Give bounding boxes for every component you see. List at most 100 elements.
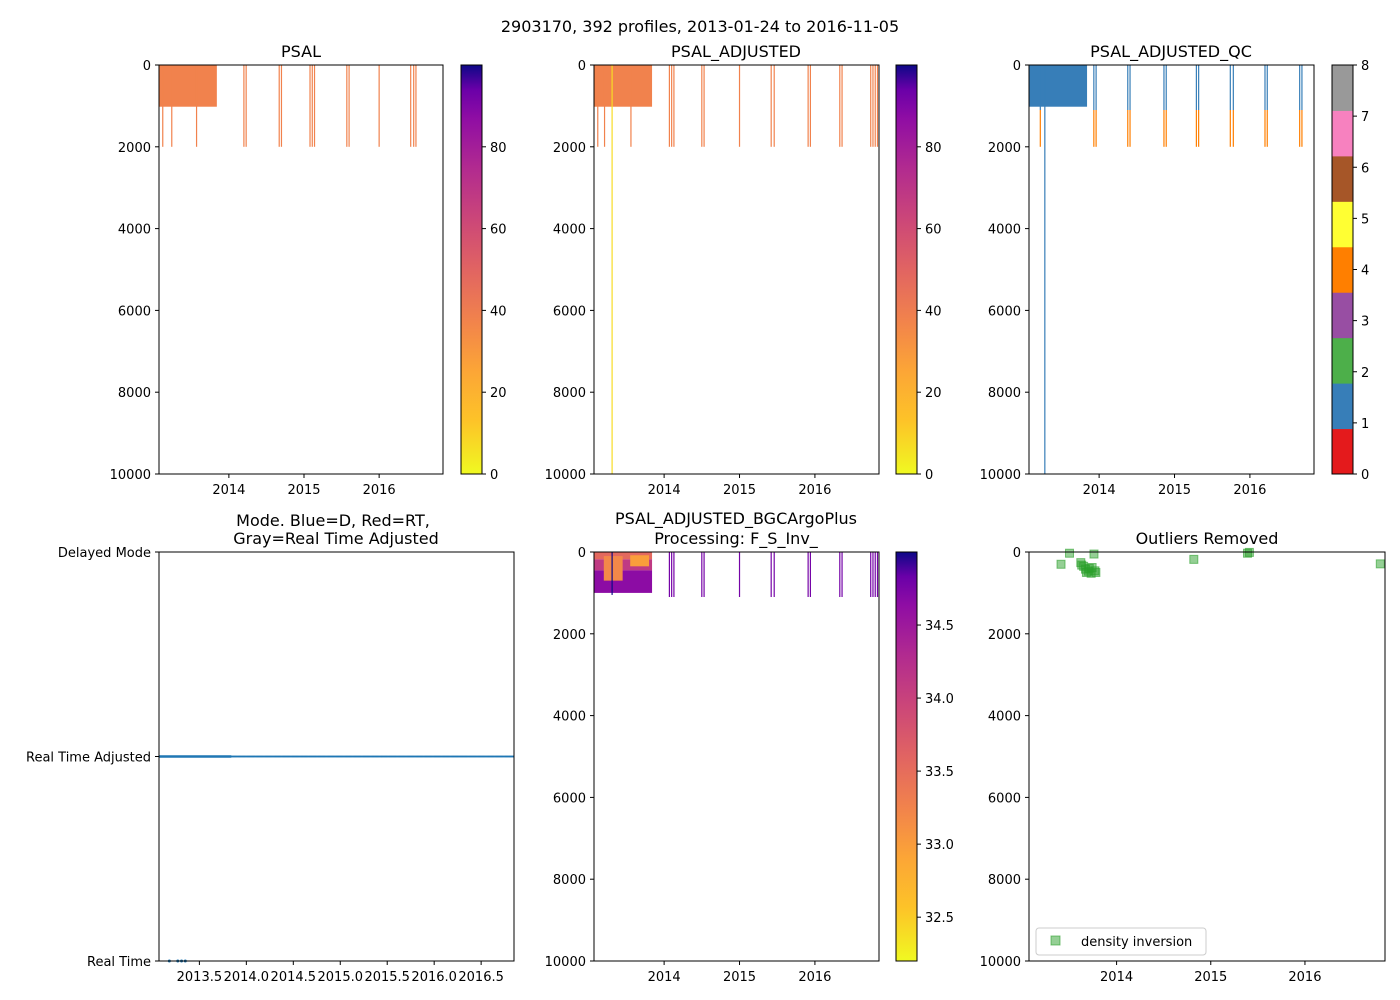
y-tick-label: 4000 xyxy=(988,710,1021,725)
colorbar-tick-label: 32.5 xyxy=(925,911,954,926)
psal-x-axis: 2014 2015 2016 xyxy=(212,474,396,498)
y-tick-label: Delayed Mode xyxy=(58,546,151,561)
data-block xyxy=(630,555,650,567)
y-tick-label: 8000 xyxy=(988,873,1021,888)
colorbar-frame xyxy=(460,64,483,475)
bgc-axes-frame xyxy=(593,551,880,962)
x-tick-label: 2015.5 xyxy=(364,970,410,985)
outlier-point xyxy=(1091,567,1101,577)
x-tick-label: 2016.0 xyxy=(411,970,457,985)
y-tick-label: 2000 xyxy=(988,141,1021,156)
colorbar-gradient xyxy=(896,552,917,961)
psal-adjusted-title: PSAL_ADJUSTED xyxy=(671,42,801,62)
colorbar-segment xyxy=(1332,428,1353,475)
outliers-title: Outliers Removed xyxy=(1136,529,1279,548)
x-tick-label: 2016 xyxy=(1288,970,1321,985)
colorbar-tick-label: 80 xyxy=(925,141,942,156)
y-tick-label: 6000 xyxy=(553,304,586,319)
y-tick-label: Real Time xyxy=(87,955,151,970)
colorbar-segment xyxy=(1332,155,1353,202)
psal-colorbar: 0 20 40 60 80 xyxy=(460,64,507,483)
bgc-y-axis: 0 2000 4000 6000 8000 10000 xyxy=(545,546,594,970)
colorbar-tick-label: 8 xyxy=(1361,59,1369,74)
x-tick-label: 2016.5 xyxy=(458,970,504,985)
x-tick-label: 2016 xyxy=(798,483,831,498)
colorbar-tick-label: 40 xyxy=(925,304,942,319)
colorbar-segment xyxy=(1332,292,1353,339)
outlier-point xyxy=(1056,559,1066,569)
colorbar-tick-label: 2 xyxy=(1361,366,1369,381)
psal-adjusted-plot-area xyxy=(594,65,879,474)
x-tick-label: 2016 xyxy=(1233,483,1266,498)
colorbar-segment xyxy=(1332,201,1353,248)
psal-adjusted-qc-y-axis: 0 2000 4000 6000 8000 10000 xyxy=(980,59,1029,483)
mode-title-line-1: Mode. Blue=D, Red=RT, xyxy=(236,511,430,530)
colorbar-tick-label: 80 xyxy=(490,141,507,156)
colorbar-segment xyxy=(1332,337,1353,384)
y-tick-label: 2000 xyxy=(553,141,586,156)
y-tick-label: 4000 xyxy=(988,223,1021,238)
x-tick-label: 2015 xyxy=(1194,970,1227,985)
x-tick-label: 2014.0 xyxy=(224,970,270,985)
colorbar-tick-label: 6 xyxy=(1361,161,1369,176)
y-tick-label: 4000 xyxy=(553,223,586,238)
psal-adjusted-y-axis: 0 2000 4000 6000 8000 10000 xyxy=(545,59,594,483)
y-tick-label: 2000 xyxy=(553,628,586,643)
colorbar-tick-label: 34.5 xyxy=(925,619,954,634)
x-tick-label: 2015 xyxy=(287,483,320,498)
data-block xyxy=(594,65,653,107)
x-tick-label: 2014.5 xyxy=(271,970,317,985)
mode-title-line-2: Gray=Real Time Adjusted xyxy=(233,529,439,548)
panel-psal: PSAL 2014 2015 2016 0 2000 4000 6000 8000 10000… xyxy=(110,42,507,498)
colorbar-tick-label: 20 xyxy=(490,386,507,401)
legend-label: density inversion xyxy=(1081,935,1192,950)
psal-y-axis: 0 2000 4000 6000 8000 10000 xyxy=(110,59,159,483)
mode-plot-area xyxy=(159,755,515,963)
y-tick-label: 10000 xyxy=(545,468,586,483)
colorbar-tick-label: 60 xyxy=(490,223,507,238)
y-tick-label: 10000 xyxy=(545,955,586,970)
colorbar-tick-label: 5 xyxy=(1361,212,1369,227)
x-tick-label: 2016 xyxy=(798,970,831,985)
colorbar-frame xyxy=(895,64,918,475)
y-tick-label: 0 xyxy=(1013,546,1021,561)
outlier-point xyxy=(1089,549,1099,559)
data-block xyxy=(1029,65,1088,107)
colorbar-gradient xyxy=(896,65,917,474)
outliers-y-axis: 0 2000 4000 6000 8000 10000 xyxy=(980,546,1029,970)
y-tick-label: 6000 xyxy=(988,791,1021,806)
x-tick-label: 2014 xyxy=(212,483,245,498)
x-tick-label: 2013.5 xyxy=(177,970,223,985)
colorbar-gradient xyxy=(461,65,482,474)
y-tick-label: 0 xyxy=(143,59,151,74)
y-tick-label: 2000 xyxy=(118,141,151,156)
data-block xyxy=(594,559,653,571)
x-tick-label: 2014 xyxy=(648,483,681,498)
psal-title: PSAL xyxy=(281,42,321,61)
bgc-title-line-2: Processing: F_S_Inv_ xyxy=(654,529,819,549)
psal-axes-frame xyxy=(158,64,444,475)
legend-marker xyxy=(1050,935,1061,946)
psal-adjusted-colorbar: 0 20 40 60 80 xyxy=(895,64,942,483)
psal-adjusted-axes-frame xyxy=(593,64,880,475)
mode-x-axis: 2013.5 2014.0 2014.5 2015.0 2015.5 2016.0 2016… xyxy=(177,961,504,985)
colorbar-tick-label: 0 xyxy=(925,468,933,483)
psal-adjusted-qc-x-axis: 2014 2015 2016 xyxy=(1083,474,1266,498)
panel-outliers: Outliers Removed 2014 2015 2016 0 2000 4000 6… xyxy=(980,529,1386,985)
data-block xyxy=(159,65,217,107)
y-tick-label: 0 xyxy=(1013,59,1021,74)
y-tick-label: 0 xyxy=(578,546,586,561)
y-tick-label: 8000 xyxy=(553,386,586,401)
y-tick-label: 10000 xyxy=(980,468,1021,483)
x-tick-label: 2016 xyxy=(363,483,396,498)
bgc-title-line-1: PSAL_ADJUSTED_BGCArgoPlus xyxy=(615,509,857,529)
data-block xyxy=(594,570,653,593)
y-tick-label: 10000 xyxy=(980,955,1021,970)
colorbar-tick-label: 33.0 xyxy=(925,838,954,853)
colorbar-segment xyxy=(1332,383,1353,430)
colorbar-segment xyxy=(1332,246,1353,293)
panel-psal-adjusted: PSAL_ADJUSTED 2014 2015 2016 0200040006000… xyxy=(545,42,942,498)
colorbar-tick-label: 1 xyxy=(1361,417,1369,432)
panel-psal-adjusted-qc: PSAL_ADJUSTED_QC 2014 2015 2016 0200040006… xyxy=(980,42,1370,498)
